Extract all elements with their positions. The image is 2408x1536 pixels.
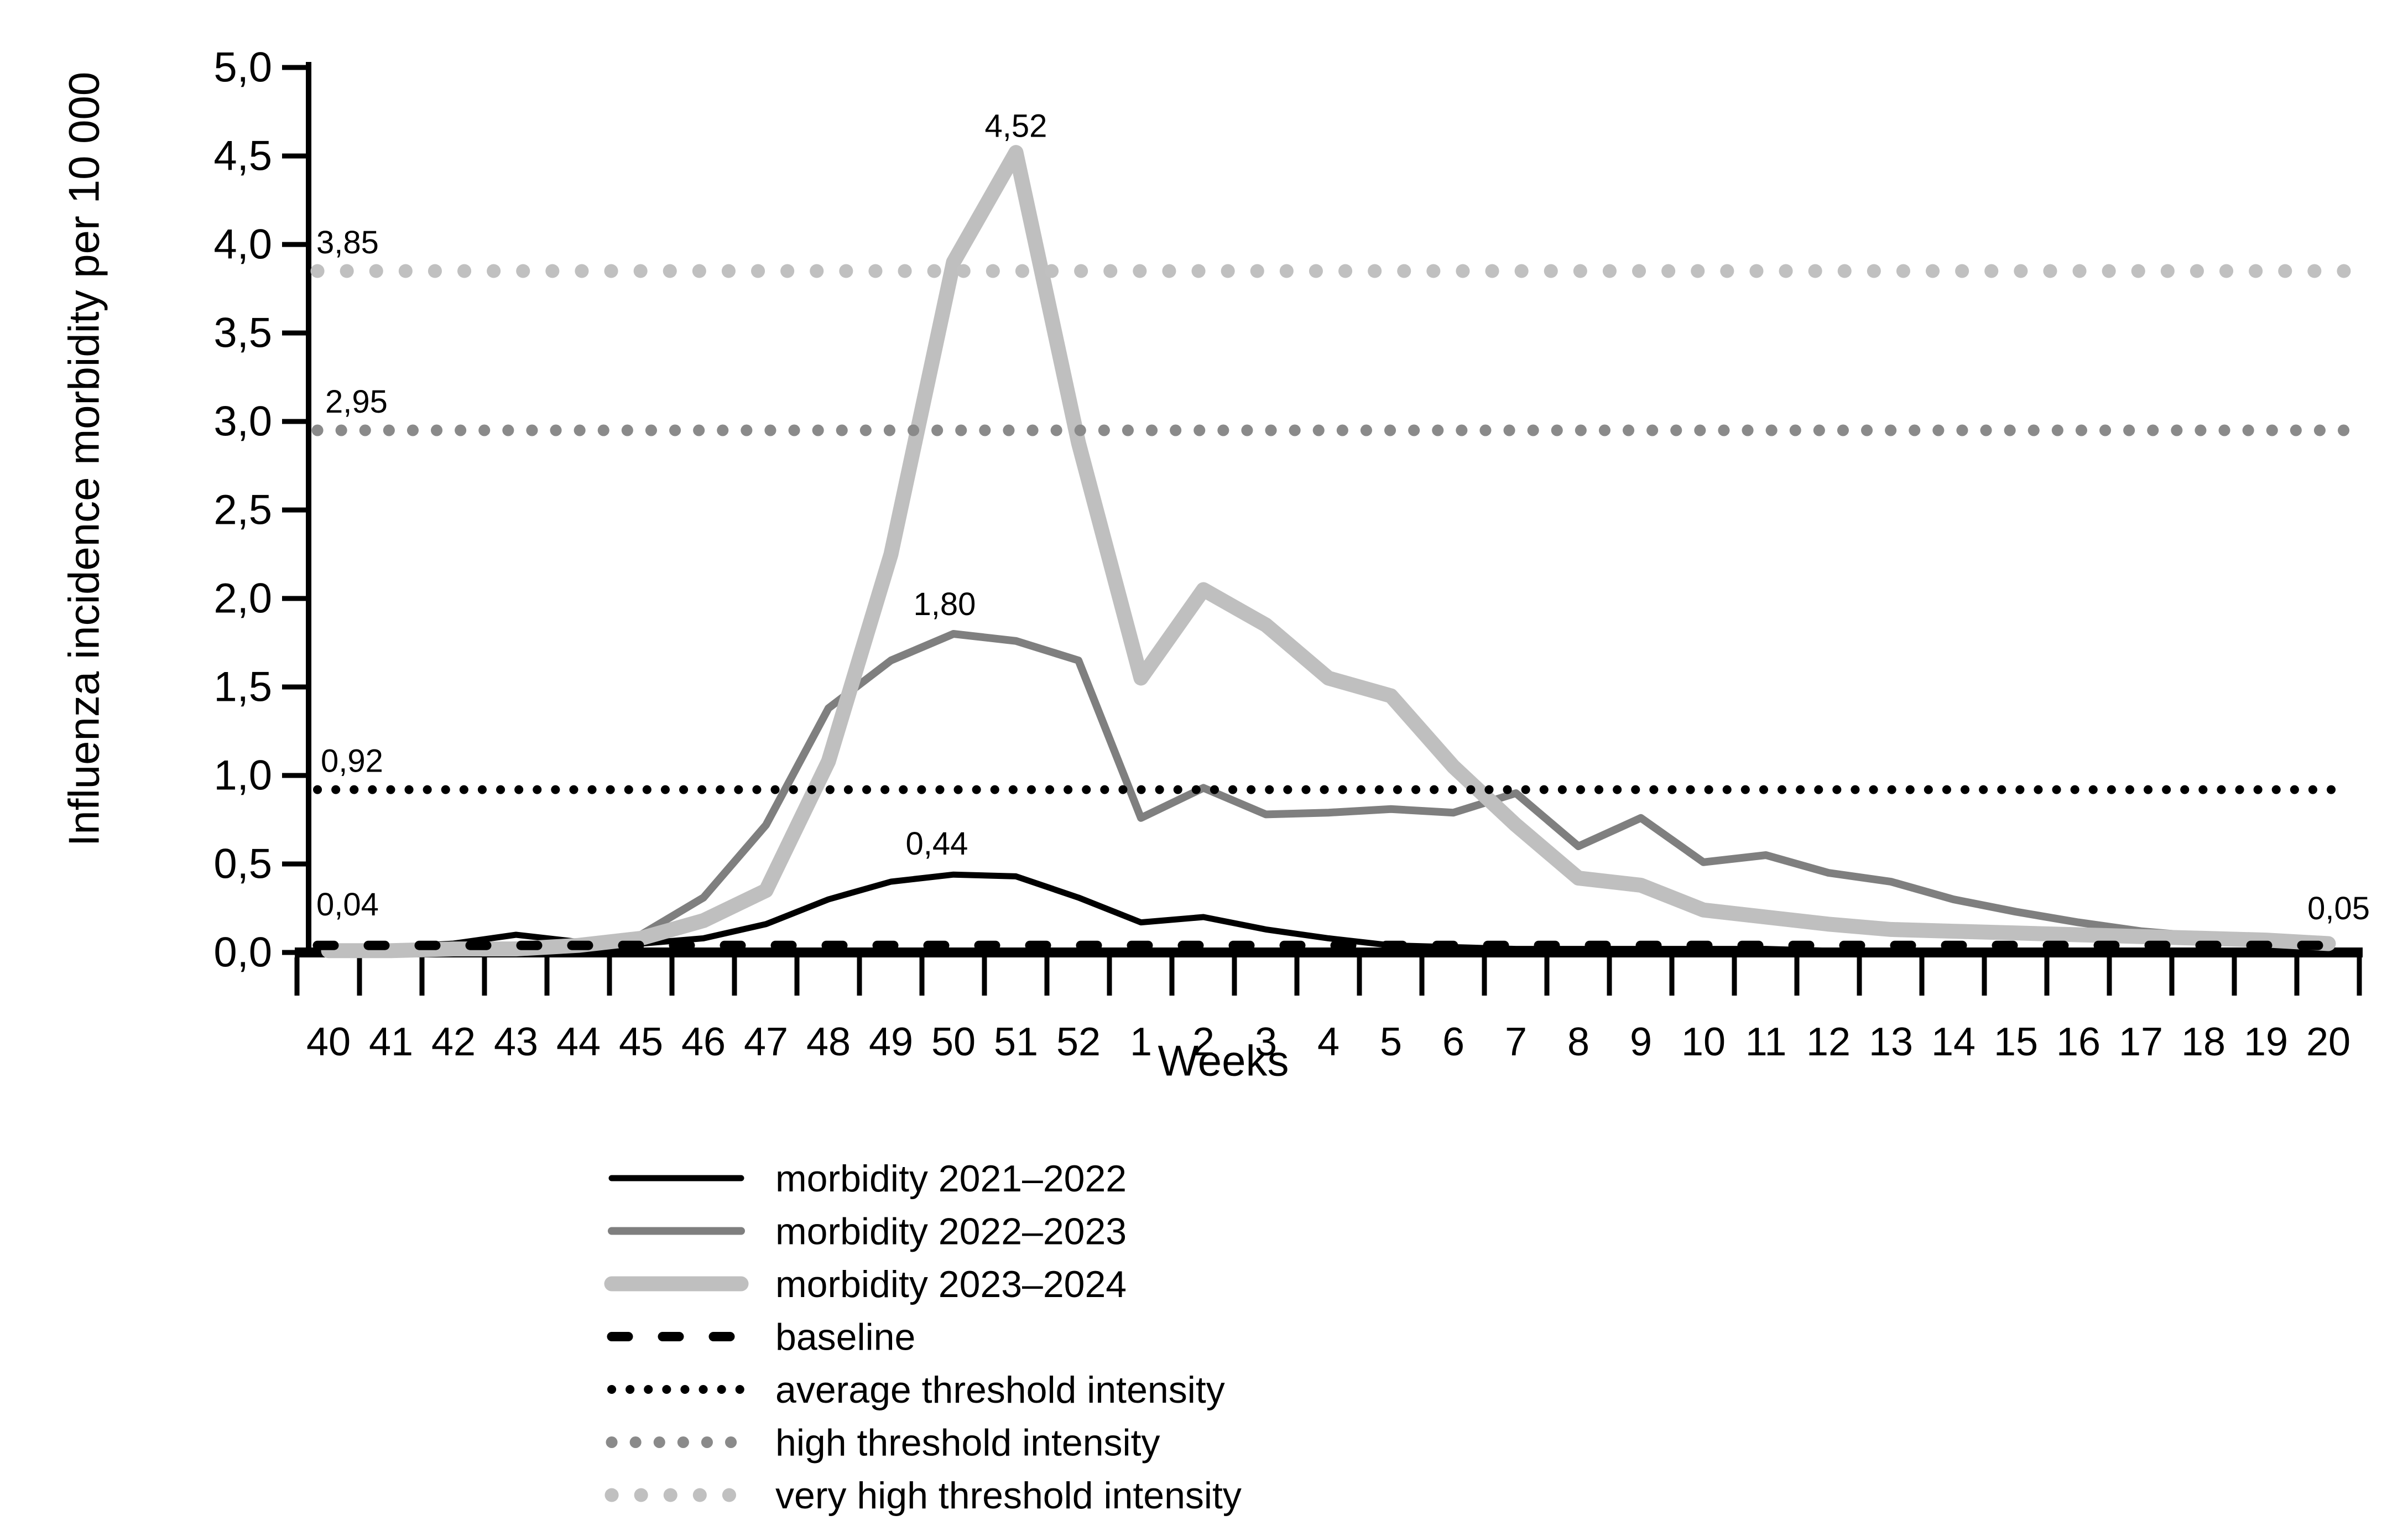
x-tick-label: 13 bbox=[1869, 1020, 1913, 1064]
x-tick-label: 12 bbox=[1806, 1020, 1851, 1064]
y-tick-label: 1,0 bbox=[213, 752, 272, 799]
x-tick-label: 51 bbox=[994, 1020, 1038, 1064]
y-tick-label: 0,0 bbox=[213, 929, 272, 976]
x-tick-label: 5 bbox=[1380, 1020, 1402, 1064]
x-tick-label: 40 bbox=[306, 1020, 351, 1064]
data-label-1_80: 1,80 bbox=[914, 586, 976, 622]
y-tick-label: 3,5 bbox=[213, 310, 272, 357]
x-tick-label: 17 bbox=[2119, 1020, 2163, 1064]
x-tick-label: 14 bbox=[1931, 1020, 1976, 1064]
data-label-4_52: 4,52 bbox=[985, 108, 1047, 144]
series-line-m2324 bbox=[321, 145, 2336, 959]
x-tick-label: 3 bbox=[1255, 1020, 1277, 1064]
y-axis-title: Influenza incidence morbidity per 10 000 bbox=[59, 71, 108, 847]
y-tick-label: 1,5 bbox=[213, 664, 272, 711]
legend-label-m2324: morbidity 2023–2024 bbox=[775, 1263, 1127, 1305]
x-tick-label: 47 bbox=[744, 1020, 788, 1064]
data-label-0_92: 0,92 bbox=[321, 743, 383, 779]
x-tick-label: 48 bbox=[806, 1020, 851, 1064]
x-tick-label: 16 bbox=[2056, 1020, 2101, 1064]
data-label-2_95: 2,95 bbox=[325, 384, 388, 420]
x-tick-label: 41 bbox=[369, 1020, 413, 1064]
x-tick-label: 15 bbox=[1994, 1020, 2038, 1064]
data-label-0_05: 0,05 bbox=[2307, 891, 2370, 926]
x-tick-label: 1 bbox=[1130, 1020, 1152, 1064]
x-tick-label: 9 bbox=[1630, 1020, 1652, 1064]
y-tick-label: 3,0 bbox=[213, 398, 272, 445]
x-tick-label: 19 bbox=[2244, 1020, 2288, 1064]
x-tick-label: 6 bbox=[1442, 1020, 1464, 1064]
y-tick-label: 4,5 bbox=[213, 133, 272, 180]
x-tick-label: 20 bbox=[2306, 1020, 2350, 1064]
y-tick-label: 4,0 bbox=[213, 221, 272, 268]
legend-label-very-high-threshold: very high threshold intensity bbox=[775, 1475, 1242, 1517]
x-tick-label: 8 bbox=[1567, 1020, 1589, 1064]
legend-label-high-threshold: high threshold intensity bbox=[775, 1422, 1160, 1464]
series-line-m2223 bbox=[325, 630, 2332, 953]
legend-label-avg-threshold: average threshold intensity bbox=[775, 1369, 1225, 1411]
data-label-0_04: 0,04 bbox=[316, 887, 379, 923]
legend-label-m2223: morbidity 2022–2023 bbox=[775, 1211, 1127, 1253]
y-tick-label: 2,5 bbox=[213, 487, 272, 534]
x-tick-label: 42 bbox=[431, 1020, 476, 1064]
series-line-m2122 bbox=[325, 871, 2332, 954]
x-tick-label: 7 bbox=[1505, 1020, 1527, 1064]
x-tick-label: 49 bbox=[869, 1020, 913, 1064]
x-tick-label: 10 bbox=[1681, 1020, 1726, 1064]
data-label-3_85: 3,85 bbox=[316, 225, 379, 261]
x-tick-label: 11 bbox=[1745, 1020, 1787, 1064]
x-tick-label: 50 bbox=[931, 1020, 976, 1064]
x-tick-label: 2 bbox=[1192, 1020, 1215, 1064]
x-tick-label: 52 bbox=[1056, 1020, 1101, 1064]
x-tick-label: 43 bbox=[494, 1020, 538, 1064]
legend-label-m2122: morbidity 2021–2022 bbox=[775, 1158, 1127, 1200]
y-tick-label: 5,0 bbox=[213, 44, 272, 91]
x-tick-label: 46 bbox=[681, 1020, 726, 1064]
y-tick-label: 0,5 bbox=[213, 841, 272, 888]
x-tick-label: 4 bbox=[1317, 1020, 1339, 1064]
data-label-0_44: 0,44 bbox=[906, 826, 968, 862]
legend-label-baseline: baseline bbox=[775, 1316, 915, 1358]
x-tick-label: 45 bbox=[619, 1020, 663, 1064]
x-tick-label: 44 bbox=[556, 1020, 601, 1064]
x-tick-label: 18 bbox=[2181, 1020, 2225, 1064]
x-axis-title: Weeks bbox=[1158, 1036, 1289, 1085]
y-tick-label: 2,0 bbox=[213, 575, 272, 622]
